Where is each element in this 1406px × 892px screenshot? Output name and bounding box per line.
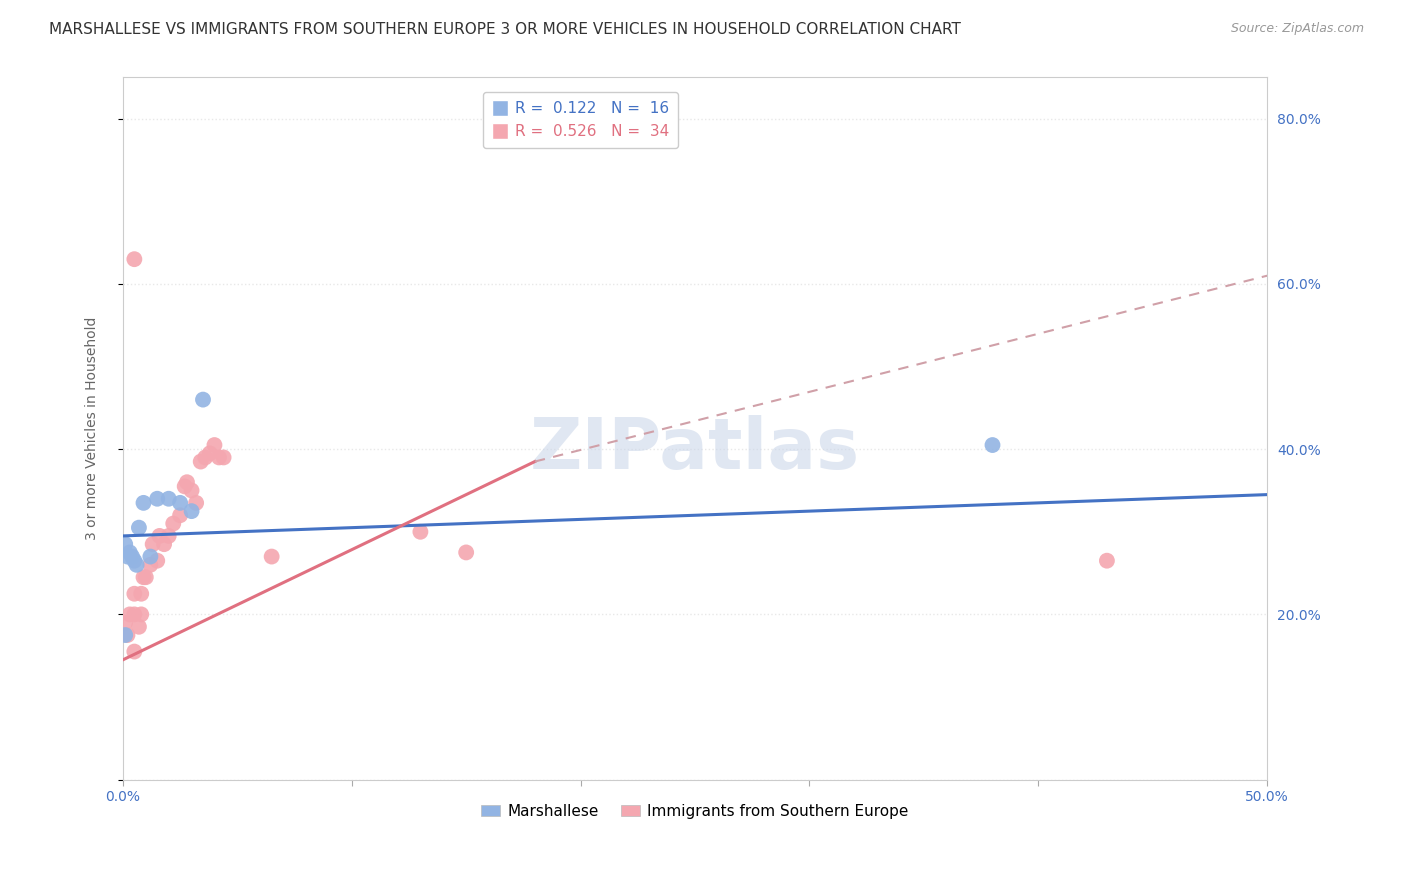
Point xyxy=(124,252,146,267)
Point xyxy=(148,529,170,543)
Point xyxy=(173,479,195,493)
Point xyxy=(204,438,226,452)
Point xyxy=(157,491,180,506)
Point xyxy=(118,607,141,622)
Point xyxy=(260,549,283,564)
Legend: Marshallese, Immigrants from Southern Europe: Marshallese, Immigrants from Southern Eu… xyxy=(475,797,915,824)
Point xyxy=(180,504,202,518)
Point xyxy=(409,524,432,539)
Point xyxy=(128,521,150,535)
Point xyxy=(146,491,169,506)
Point xyxy=(114,537,136,551)
Point xyxy=(128,620,150,634)
Point xyxy=(132,496,155,510)
Point xyxy=(180,483,202,498)
Point xyxy=(124,587,146,601)
Point xyxy=(191,392,214,407)
Point xyxy=(117,549,139,564)
Point xyxy=(194,450,217,465)
Point xyxy=(456,545,478,559)
Point xyxy=(132,570,155,584)
Point xyxy=(169,496,191,510)
Point xyxy=(117,628,139,642)
Point xyxy=(162,516,184,531)
Point xyxy=(981,438,1004,452)
Point xyxy=(198,446,221,460)
Point xyxy=(124,644,146,658)
Point xyxy=(1095,554,1118,568)
Point xyxy=(125,558,148,572)
Point xyxy=(212,450,235,465)
Point xyxy=(190,454,212,468)
Point xyxy=(142,537,165,551)
Point xyxy=(139,558,162,572)
Point xyxy=(186,496,208,510)
Text: ZIPatlas: ZIPatlas xyxy=(530,415,860,484)
Point xyxy=(139,549,162,564)
Point xyxy=(153,537,176,551)
Point xyxy=(124,554,146,568)
Point xyxy=(157,529,180,543)
Text: MARSHALLESE VS IMMIGRANTS FROM SOUTHERN EUROPE 3 OR MORE VEHICLES IN HOUSEHOLD C: MARSHALLESE VS IMMIGRANTS FROM SOUTHERN … xyxy=(49,22,962,37)
Point xyxy=(121,549,143,564)
Text: Source: ZipAtlas.com: Source: ZipAtlas.com xyxy=(1230,22,1364,36)
Y-axis label: 3 or more Vehicles in Household: 3 or more Vehicles in Household xyxy=(86,317,100,541)
Point xyxy=(176,475,198,490)
Point xyxy=(169,508,191,523)
Point xyxy=(135,570,157,584)
Point xyxy=(129,587,152,601)
Point xyxy=(208,450,231,465)
Point xyxy=(129,607,152,622)
Point xyxy=(114,628,136,642)
Point xyxy=(124,607,146,622)
Point xyxy=(114,615,136,630)
Point xyxy=(118,545,141,559)
Point xyxy=(146,554,169,568)
